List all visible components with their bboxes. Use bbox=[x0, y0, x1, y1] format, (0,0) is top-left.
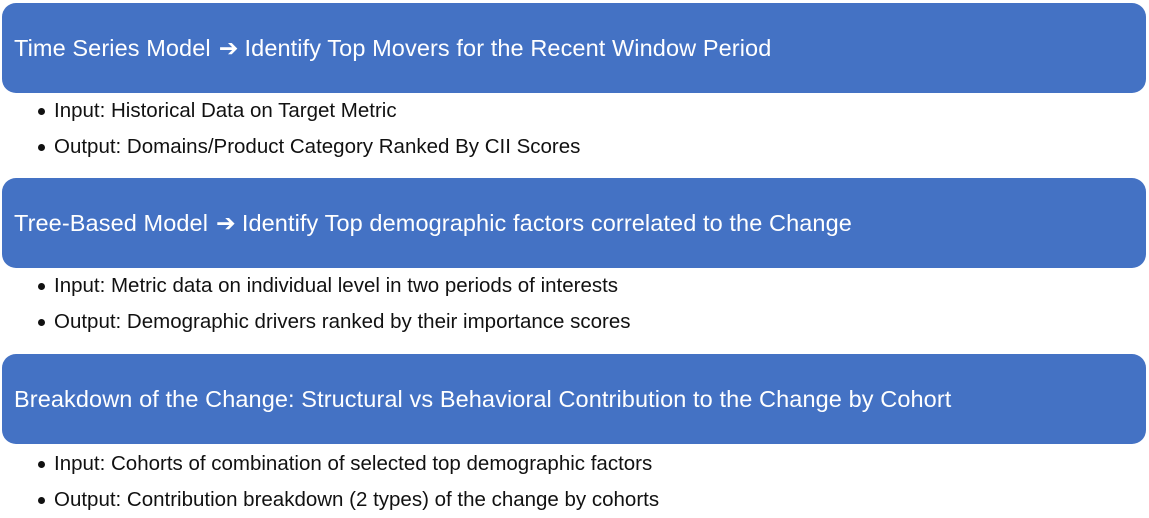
step-3-header: Breakdown of the Change: Structural vs B… bbox=[2, 354, 1146, 444]
right-arrow-icon: ➔ bbox=[216, 210, 236, 236]
step-1-title-right: Identify Top Movers for the Recent Windo… bbox=[244, 34, 772, 61]
step-1-header: Time Series Model ➔ Identify Top Movers … bbox=[2, 3, 1146, 93]
step-2-output-bullet: Output: Demographic drivers ranked by th… bbox=[36, 304, 631, 340]
step-3-title: Breakdown of the Change: Structural vs B… bbox=[14, 385, 952, 412]
step-3-output-bullet: Output: Contribution breakdown (2 types)… bbox=[36, 482, 659, 518]
step-3-bullet-list: Input: Cohorts of combination of selecte… bbox=[36, 446, 659, 518]
step-2-bullet-list: Input: Metric data on individual level i… bbox=[36, 268, 631, 340]
step-2-title-left: Tree-Based Model bbox=[14, 209, 209, 236]
step-2-header: Tree-Based Model ➔ Identify Top demograp… bbox=[2, 178, 1146, 268]
step-3-input-bullet: Input: Cohorts of combination of selecte… bbox=[36, 446, 659, 482]
step-1-title-left: Time Series Model bbox=[14, 34, 211, 61]
step-1-output-bullet: Output: Domains/Product Category Ranked … bbox=[36, 129, 580, 165]
step-2-input-bullet: Input: Metric data on individual level i… bbox=[36, 268, 631, 304]
step-1-input-bullet: Input: Historical Data on Target Metric bbox=[36, 93, 580, 129]
step-2-title-right: Identify Top demographic factors correla… bbox=[241, 209, 852, 236]
step-1-bullet-list: Input: Historical Data on Target Metric … bbox=[36, 93, 580, 165]
right-arrow-icon: ➔ bbox=[218, 35, 239, 61]
